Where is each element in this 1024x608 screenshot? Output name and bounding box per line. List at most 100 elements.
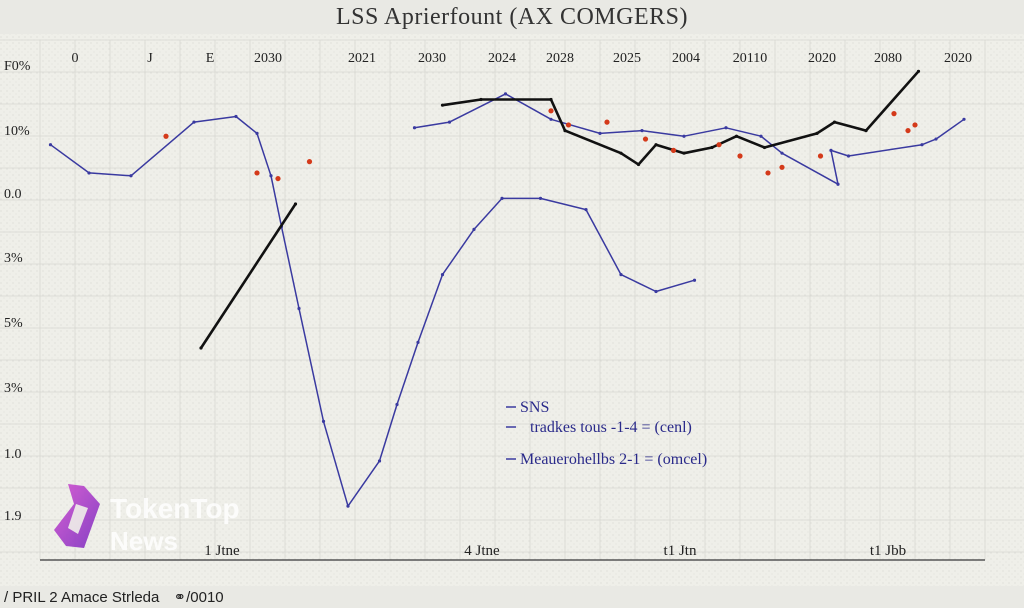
series-point	[500, 196, 504, 200]
series-point	[654, 143, 658, 147]
series-point	[846, 154, 851, 158]
series-point	[563, 128, 567, 133]
scatter-point	[642, 136, 649, 142]
y-tick-labels: F0% 10% 0.0 3% 5% 3% 1.0 1.9	[4, 59, 31, 524]
series-point	[832, 120, 837, 124]
series-point	[199, 346, 203, 350]
x-bottom-tick-label: t1 Jtn	[664, 543, 697, 559]
scatter-point	[765, 170, 771, 176]
series-point	[829, 148, 833, 152]
x-bottom-tick-label: t1 Jbb	[870, 543, 906, 559]
series-point	[640, 128, 644, 133]
x-top-tick-label: 0	[72, 51, 79, 66]
scatter-point	[779, 164, 785, 170]
legend-label: SNS	[520, 399, 549, 416]
series-point	[48, 143, 53, 147]
series-point	[269, 174, 273, 178]
series-point	[440, 272, 445, 277]
x-top-tick-label: J	[147, 51, 153, 66]
series-point	[682, 134, 686, 138]
series-point	[346, 504, 350, 508]
scatter-point	[306, 159, 313, 165]
x-top-tick-label: 2028	[546, 51, 574, 66]
legend-label: tradkes tous -1-4 = (cenl)	[530, 419, 692, 436]
series-point	[734, 134, 739, 138]
x-top-tick-label: E	[206, 51, 215, 66]
series-point	[87, 171, 91, 175]
x-bottom-tick-label: 4 Jtne	[464, 543, 500, 559]
legend: SNS tradkes tous -1-4 = (cenl) Meauerohell…	[506, 399, 707, 468]
series-line-0	[50, 115, 695, 507]
watermark-line2: News	[110, 526, 178, 556]
y-tick-label: 1.0	[4, 447, 22, 462]
x-top-tick-label: 2024	[488, 51, 516, 66]
scatter-point	[604, 119, 610, 125]
series-point	[192, 120, 196, 124]
scatter-point	[716, 142, 722, 148]
series-point	[864, 128, 868, 133]
series-point	[412, 126, 417, 130]
footer-text: / PRIL 2 Amace Strleda	[4, 589, 160, 606]
x-top-tick-label: 2021	[348, 51, 376, 66]
x-top-tick-label: 2020	[944, 51, 972, 66]
series-point	[447, 120, 452, 124]
scatter-point	[905, 127, 911, 134]
footer-icon: ⚭	[173, 589, 187, 606]
legend-label: Meauerohellbs 2-1 = (omcel)	[520, 451, 707, 468]
series-point	[234, 114, 238, 119]
x-top-tick-label: 2030	[418, 51, 446, 66]
x-bottom-tick-labels: 1 Jtne 4 Jtne t1 Jtn t1 Jbb	[204, 543, 906, 559]
series-point	[619, 272, 623, 277]
series-line-3	[199, 203, 297, 349]
series-point	[762, 145, 767, 150]
series-point	[710, 145, 714, 150]
y-tick-label: 5%	[4, 316, 23, 331]
y-tick-label: 3%	[4, 381, 23, 396]
scatter-point	[737, 153, 743, 159]
footer: / PRIL 2 Amace Strleda ⚭/0010	[4, 588, 224, 606]
series-point	[934, 137, 938, 141]
series-point	[780, 151, 784, 155]
series-point	[549, 97, 553, 102]
series-point	[538, 196, 543, 200]
y-tick-label: 10%	[4, 124, 30, 139]
y-tick-label: F0%	[4, 59, 31, 74]
scatter-point	[891, 111, 897, 117]
x-top-tick-label: 2030	[254, 51, 282, 66]
series-point	[920, 143, 924, 147]
x-top-tick-label: 2025	[613, 51, 641, 66]
x-top-tick-label: 2080	[874, 51, 902, 66]
series-point	[503, 92, 508, 96]
series-point	[692, 278, 697, 282]
series-point	[598, 131, 602, 136]
series-point	[377, 459, 382, 463]
series-point	[321, 419, 326, 424]
series-point	[440, 103, 445, 107]
series-point	[619, 151, 623, 155]
x-top-tick-label: 2020	[808, 51, 836, 66]
x-top-tick-labels: 0 J E 2030 2021 2030 2024 2028 2025 2004 20110 2020…	[72, 51, 973, 66]
watermark-line1: TokenTop	[110, 493, 240, 524]
scatter-point	[817, 153, 824, 159]
series-point	[479, 97, 483, 102]
scatter-point	[254, 170, 260, 176]
series-point	[636, 162, 641, 167]
y-tick-label: 0.0	[4, 187, 22, 202]
scatter-group	[163, 108, 918, 182]
series-point	[654, 289, 658, 294]
scatter-point	[912, 122, 918, 128]
series-point	[293, 202, 298, 206]
series-point	[916, 69, 921, 73]
series-point	[129, 174, 133, 178]
series-point	[255, 131, 259, 136]
series-point	[759, 134, 763, 138]
chart-title: LSS Aprierfount (AX COMGERS)	[335, 4, 688, 30]
grid-lines	[0, 39, 1024, 560]
series-point	[395, 402, 399, 407]
series-point	[297, 306, 301, 311]
series-point	[962, 117, 966, 121]
series-point	[682, 151, 686, 155]
scatter-point	[163, 133, 169, 139]
scatter-point	[548, 108, 554, 114]
